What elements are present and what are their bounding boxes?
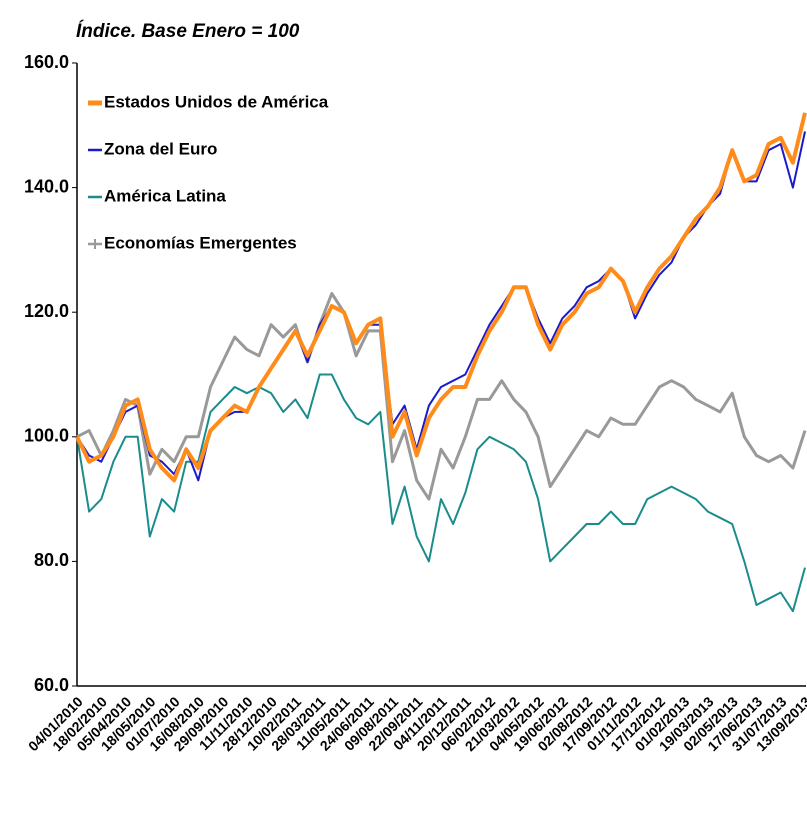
y-tick-label: 120.0 <box>24 301 69 321</box>
y-tick-label: 60.0 <box>34 675 69 695</box>
legend-label: América Latina <box>104 186 226 205</box>
series-line <box>76 373 806 613</box>
y-tick-label: 100.0 <box>24 426 69 446</box>
series-line <box>76 292 807 501</box>
legend-label: Economías Emergentes <box>104 233 297 252</box>
legend-label: Zona del Euro <box>104 139 217 158</box>
chart-title: Índice. Base Enero = 100 <box>76 20 300 42</box>
y-tick-label: 160.0 <box>24 52 69 72</box>
y-tick-label: 140.0 <box>24 176 69 196</box>
series-line <box>75 112 807 483</box>
series-line <box>76 131 806 482</box>
legend-label: Estados Unidos de América <box>104 92 329 111</box>
y-tick-label: 80.0 <box>34 550 69 570</box>
